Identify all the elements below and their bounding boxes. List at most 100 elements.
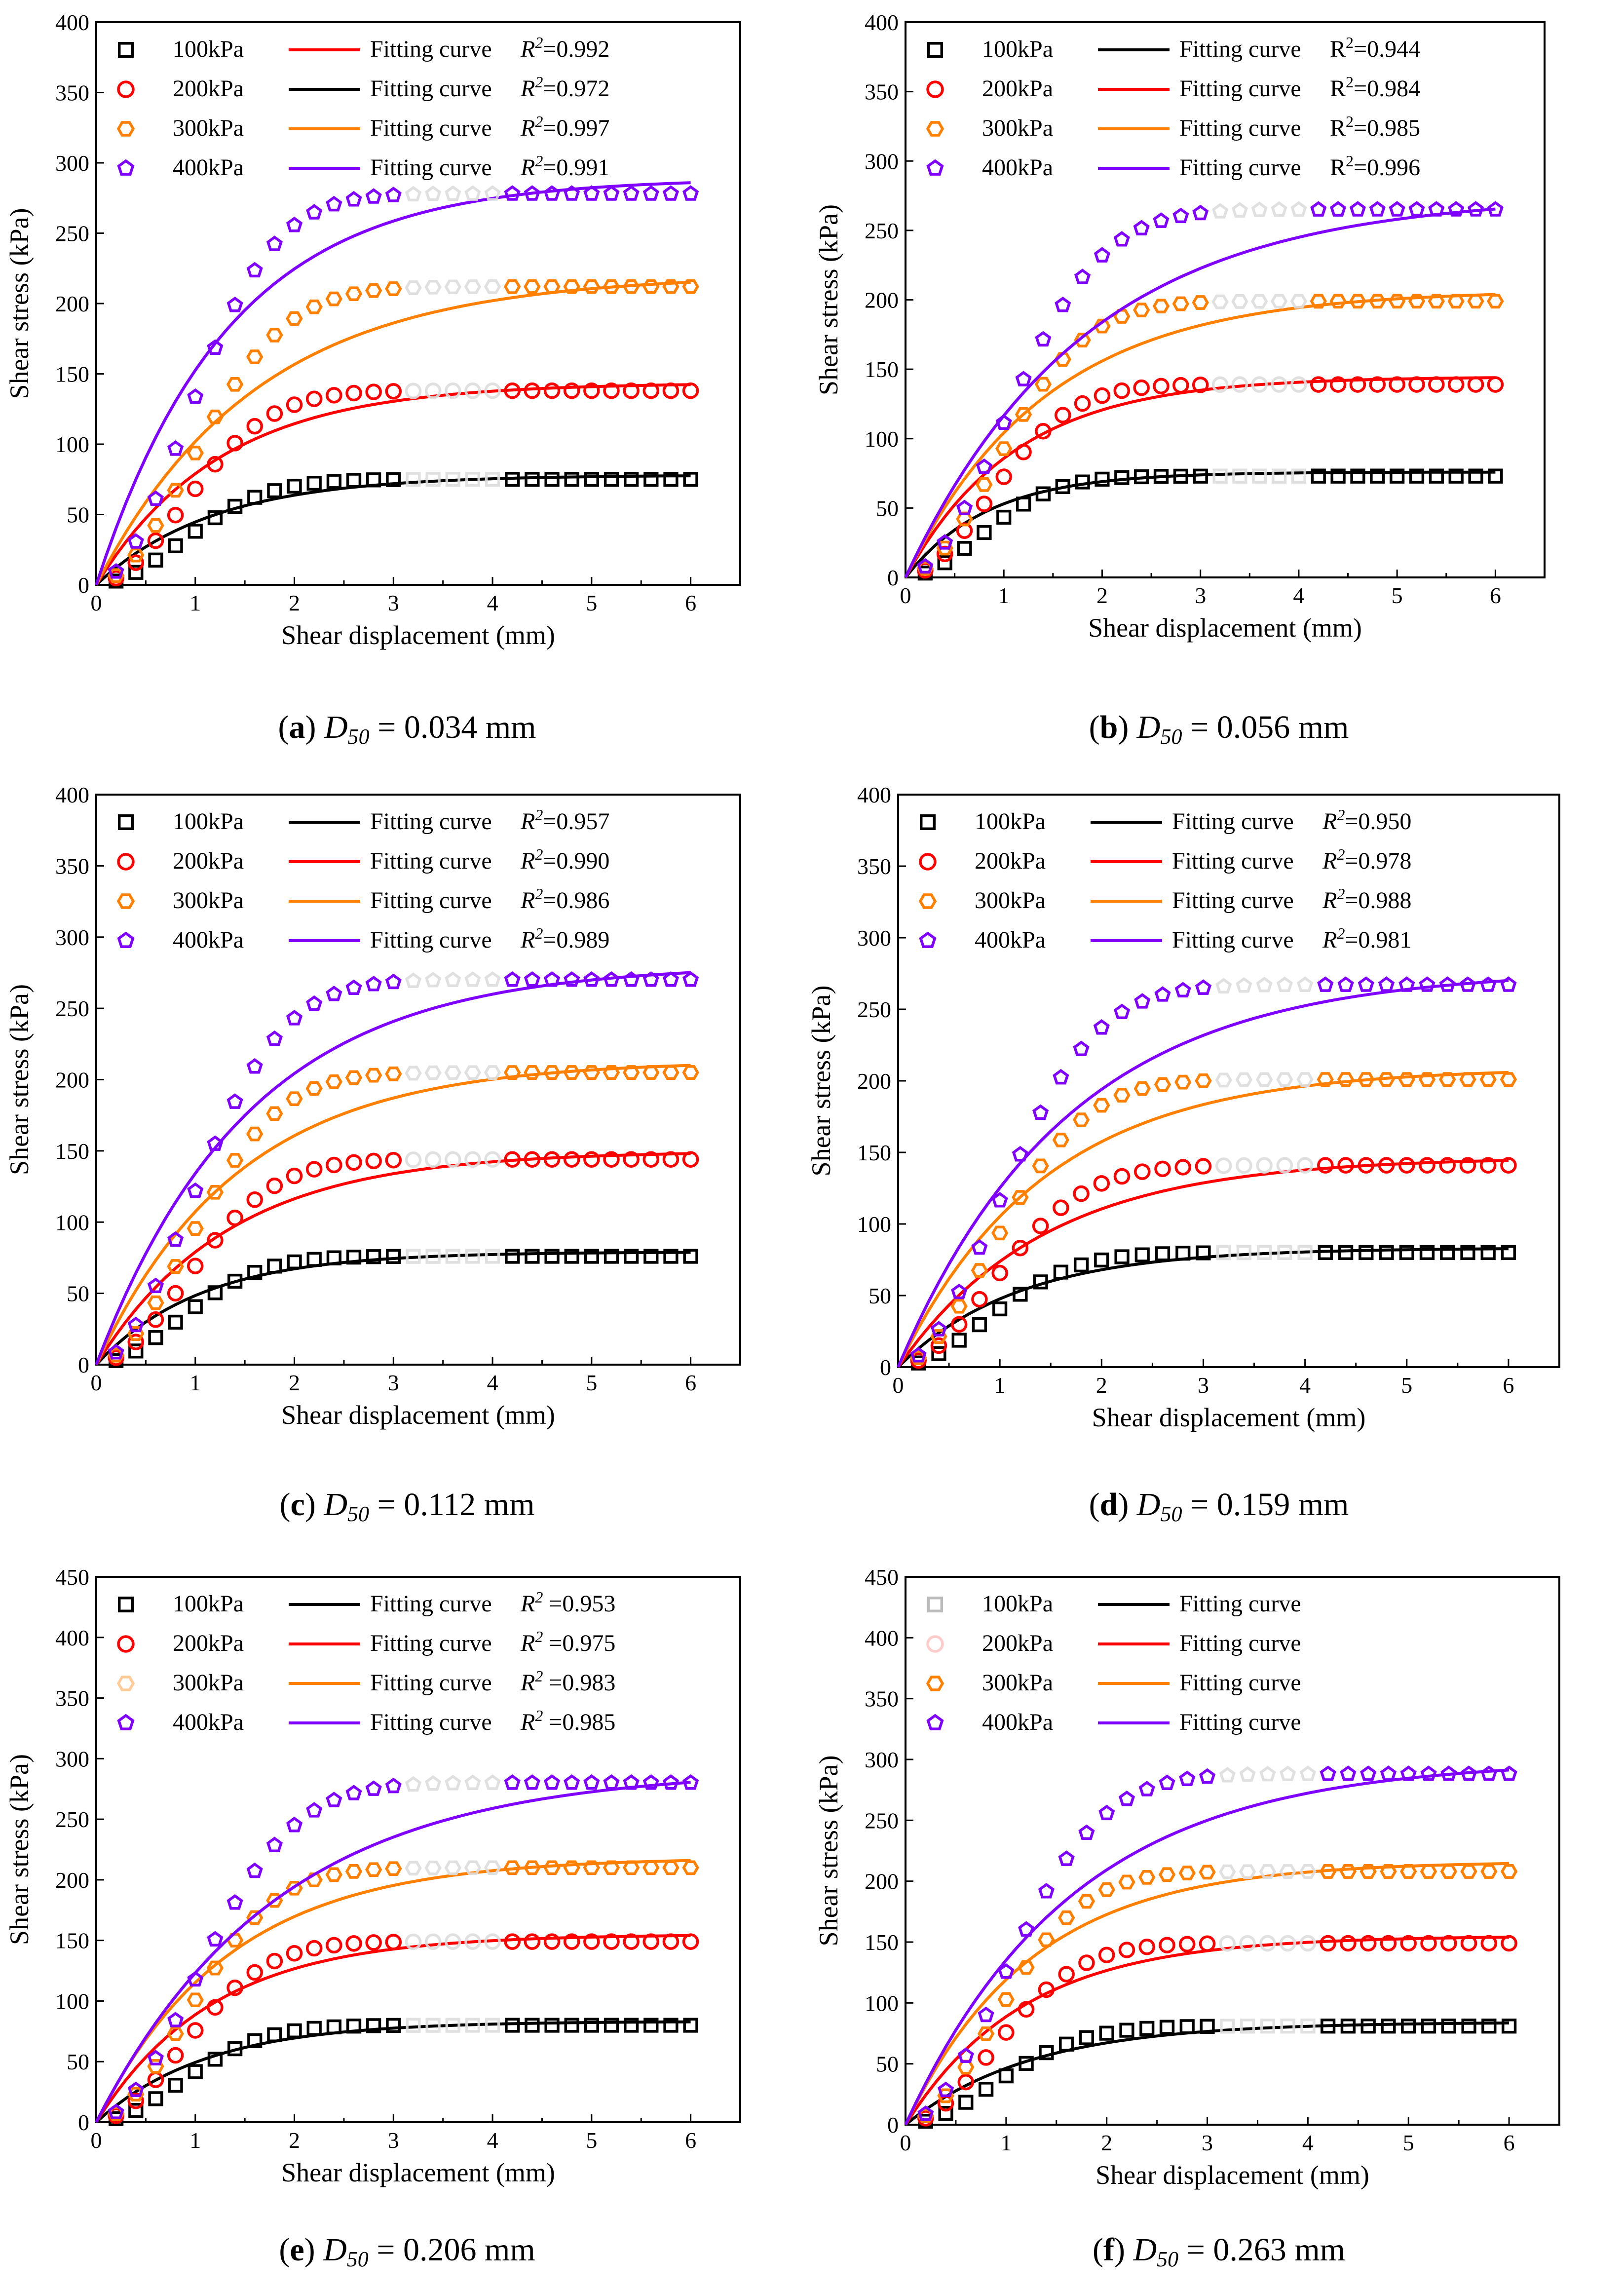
data-point-400kPa	[207, 1135, 224, 1151]
data-point-100kPa	[525, 1249, 540, 1264]
data-point-200kPa	[445, 1933, 461, 1950]
data-point-400kPa	[425, 185, 442, 201]
data-point-400kPa	[1369, 201, 1386, 217]
data-point-200kPa	[1138, 1938, 1155, 1955]
data-point-100kPa	[1441, 2019, 1456, 2034]
data-point-100kPa	[188, 1299, 203, 1314]
data-point-300kPa	[1231, 294, 1248, 309]
data-point-300kPa	[1211, 294, 1229, 309]
data-point-400kPa	[1035, 331, 1052, 347]
data-point-100kPa	[425, 1249, 441, 1264]
data-point-200kPa	[1073, 1185, 1090, 1202]
data-point-200kPa	[1251, 376, 1268, 393]
data-point-300kPa	[1113, 309, 1131, 324]
fitting-curve-200kPa	[95, 383, 691, 586]
data-point-400kPa	[1419, 976, 1435, 992]
data-point-400kPa	[1195, 979, 1212, 995]
data-point-400kPa	[1428, 201, 1445, 217]
legend-curve-label: Fitting curve	[370, 154, 492, 181]
data-point-400kPa	[147, 2050, 164, 2065]
data-point-400kPa	[1251, 201, 1268, 217]
x-tick-label: 3	[1198, 1373, 1209, 1398]
data-point-200kPa	[1378, 1157, 1395, 1174]
data-point-400kPa	[345, 191, 362, 207]
data-point-100kPa	[1134, 1247, 1150, 1262]
data-point-400kPa	[1256, 977, 1273, 993]
legend-marker-200kPa	[117, 1635, 135, 1653]
data-point-300kPa	[1219, 1864, 1236, 1879]
data-point-100kPa	[1073, 1257, 1089, 1273]
data-point-100kPa	[267, 483, 282, 498]
data-point-100kPa	[1421, 2019, 1436, 2034]
data-point-200kPa	[504, 382, 521, 399]
data-point-400kPa	[127, 1316, 144, 1333]
data-point-100kPa	[1257, 1245, 1272, 1260]
y-tick-label: 0	[887, 565, 899, 590]
y-tick-label: 50	[67, 502, 89, 528]
data-point-200kPa	[682, 382, 699, 399]
y-tick-label: 250	[857, 997, 891, 1022]
data-point-200kPa	[326, 387, 342, 404]
data-point-400kPa	[564, 185, 580, 201]
y-tick-label: 0	[78, 573, 89, 598]
data-point-300kPa	[1276, 1072, 1293, 1087]
data-point-400kPa	[1012, 1146, 1028, 1162]
data-point-400kPa	[524, 185, 540, 201]
data-point-300kPa	[995, 441, 1013, 457]
data-point-400kPa	[405, 972, 422, 988]
data-point-400kPa	[603, 971, 620, 987]
data-point-400kPa	[682, 185, 699, 201]
x-tick-label: 2	[289, 1370, 300, 1395]
data-point-400kPa	[1349, 201, 1366, 217]
data-point-100kPa	[1013, 1287, 1028, 1302]
legend-series-label: 100kPa	[982, 1591, 1053, 1617]
legend-r2: R2=0.950	[1322, 806, 1411, 835]
data-point-300kPa	[345, 1070, 363, 1085]
data-point-400kPa	[1320, 1765, 1336, 1781]
data-point-100kPa	[604, 2018, 619, 2033]
data-point-200kPa	[991, 1264, 1008, 1282]
data-point-300kPa	[246, 349, 264, 365]
y-tick-label: 300	[857, 925, 891, 951]
data-point-400kPa	[1053, 1069, 1069, 1085]
data-point-400kPa	[227, 1894, 243, 1910]
data-point-100kPa	[1139, 2021, 1155, 2036]
data-point-200kPa	[445, 1151, 461, 1168]
data-point-200kPa	[1440, 1935, 1457, 1952]
data-point-200kPa	[1340, 1935, 1357, 1952]
legend-series-label: 300kPa	[173, 1670, 244, 1696]
data-point-100kPa	[624, 2018, 639, 2033]
legend-curve-label: Fitting curve	[1179, 76, 1301, 102]
data-point-400kPa	[1290, 201, 1307, 217]
data-point-400kPa	[910, 1346, 927, 1363]
legend-series-label: 100kPa	[173, 36, 244, 62]
data-point-100kPa	[1260, 2019, 1275, 2034]
data-point-200kPa	[1118, 1942, 1135, 1958]
data-point-400kPa	[1093, 1019, 1110, 1035]
data-point-100kPa	[445, 1249, 460, 1264]
legend-marker-200kPa	[117, 80, 135, 98]
data-point-400kPa	[1153, 212, 1170, 228]
y-tick-label: 150	[55, 1139, 89, 1164]
data-point-100kPa	[1079, 2030, 1095, 2045]
data-point-100kPa	[465, 1249, 481, 1264]
data-point-200kPa	[1094, 387, 1111, 404]
data-point-100kPa	[287, 478, 302, 494]
fitting-curve-200kPa	[95, 1152, 691, 1366]
y-tick-label: 300	[55, 151, 89, 176]
data-point-200kPa	[1215, 1157, 1232, 1174]
x-tick-label: 1	[189, 1370, 201, 1395]
data-point-100kPa	[227, 2041, 243, 2057]
data-point-400kPa	[682, 971, 699, 987]
data-point-200kPa	[1419, 1157, 1435, 1174]
data-point-200kPa	[1153, 378, 1170, 395]
data-point-400kPa	[1448, 201, 1465, 217]
data-point-400kPa	[286, 217, 303, 232]
data-point-400kPa	[246, 1862, 263, 1878]
data-point-100kPa	[1379, 1245, 1394, 1260]
data-point-200kPa	[1408, 376, 1425, 393]
data-point-300kPa	[623, 279, 640, 294]
data-point-100kPa	[1173, 468, 1188, 484]
data-point-400kPa	[1133, 220, 1150, 235]
data-point-200kPa	[484, 382, 501, 399]
